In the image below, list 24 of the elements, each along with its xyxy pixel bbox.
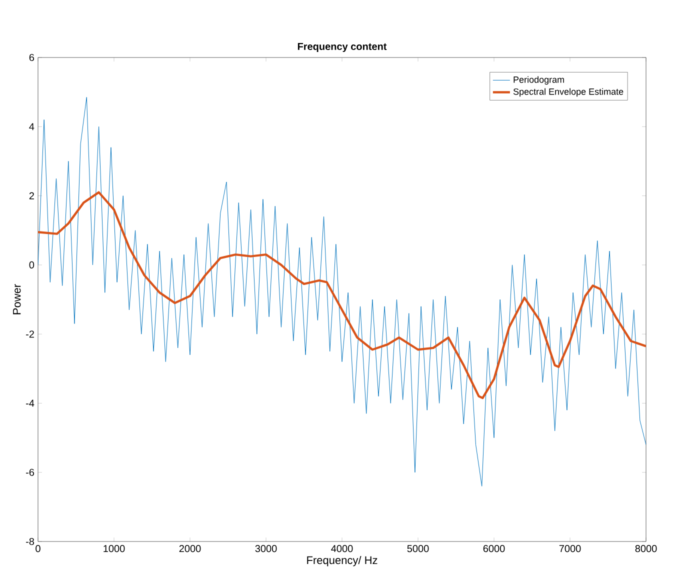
y-tick-label: 0 — [29, 262, 34, 269]
y-tick-label: -2 — [26, 330, 34, 338]
y-tick-label: -6 — [26, 469, 34, 476]
y-tick-label: 4 — [29, 123, 34, 130]
legend-label: Periodogram — [514, 76, 564, 85]
x-tick-label: 8000 — [635, 545, 657, 552]
x-tick-label: 6000 — [483, 545, 505, 552]
x-tick-label: 2000 — [179, 545, 201, 552]
line-series — [38, 191, 646, 400]
x-tick-label: 0 — [36, 545, 40, 552]
y-axis-title: Power — [13, 284, 21, 314]
y-tick-label: 6 — [29, 54, 34, 62]
chart-title: Frequency content — [298, 43, 387, 52]
x-axis-title: Frequency/ Hz — [307, 556, 378, 566]
x-tick-label: 3000 — [255, 545, 277, 552]
x-tick-label: 1000 — [104, 545, 125, 552]
x-tick-label: 4000 — [331, 545, 353, 552]
x-tick-label: 7000 — [559, 545, 581, 552]
y-tick-label: -8 — [26, 538, 34, 546]
x-tick-label: 5000 — [407, 545, 429, 552]
y-tick-label: 2 — [29, 192, 34, 200]
legend-label: Spectral Envelope Estimate — [513, 88, 624, 97]
y-tick-label: -4 — [26, 400, 34, 407]
line-series — [38, 97, 646, 487]
